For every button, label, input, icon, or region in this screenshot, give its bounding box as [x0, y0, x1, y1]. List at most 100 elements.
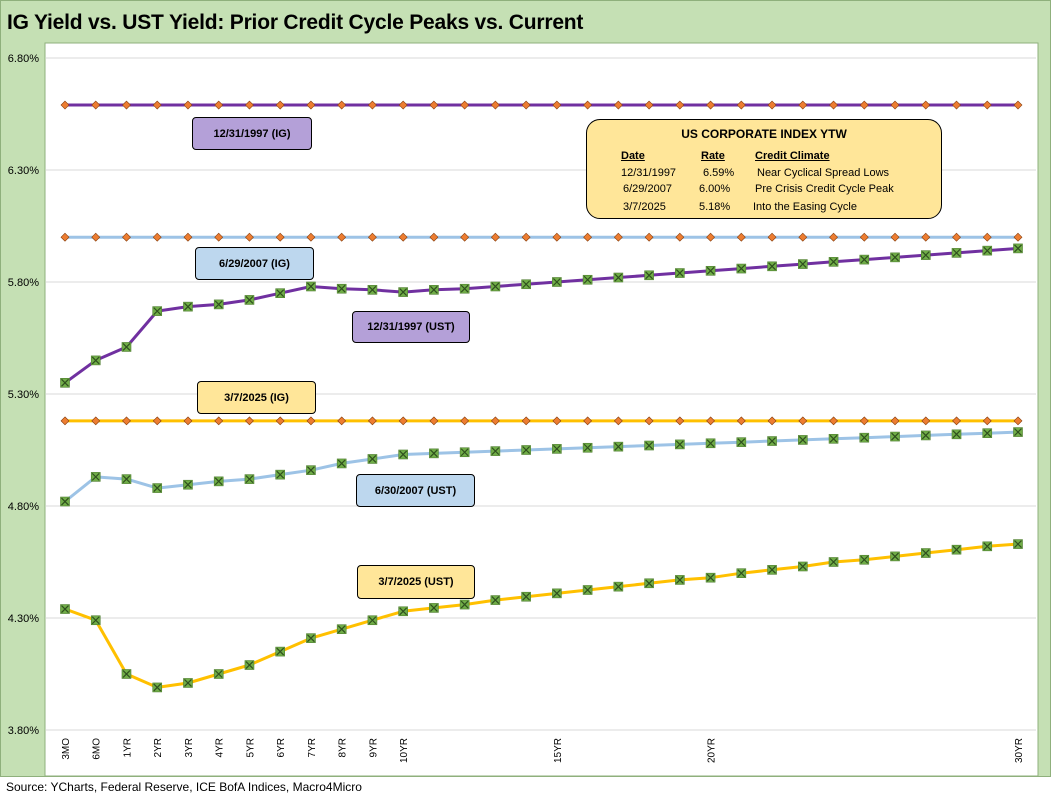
data-point-x — [275, 469, 285, 480]
data-point-diamond — [275, 416, 285, 426]
data-point-diamond — [767, 100, 777, 110]
data-point-diamond — [429, 416, 439, 426]
data-point-x — [275, 288, 285, 299]
legend-header-rate: Rate — [701, 150, 725, 162]
data-point-diamond — [982, 232, 992, 242]
data-point-diamond — [275, 232, 285, 242]
data-point-x — [336, 624, 347, 635]
data-point-x — [429, 603, 439, 613]
series-label-ig-2007: 6/29/2007 (IG) — [195, 247, 314, 280]
data-point-x — [275, 646, 285, 657]
x-tick-label: 5YR — [245, 738, 256, 757]
data-point-x — [367, 285, 378, 295]
data-point-x — [429, 285, 439, 295]
data-point-diamond — [859, 232, 869, 242]
data-point-diamond — [60, 100, 70, 110]
data-point-x — [429, 448, 439, 459]
data-point-x — [798, 561, 808, 572]
data-point-diamond — [490, 100, 500, 110]
data-point-x — [920, 250, 931, 260]
data-point-x — [490, 281, 501, 292]
data-point-diamond — [952, 232, 961, 242]
data-point-x — [582, 442, 593, 453]
data-point-x — [705, 265, 716, 276]
rate-legend-box: US CORPORATE INDEX YTW Date Rate Credit … — [586, 119, 942, 219]
data-point-diamond — [521, 416, 531, 426]
series-group — [60, 232, 1023, 242]
data-point-x — [552, 277, 562, 287]
data-point-diamond — [952, 416, 961, 426]
data-point-x — [613, 581, 624, 592]
series-line — [64, 542, 1019, 689]
data-point-diamond — [306, 416, 316, 426]
data-point-x — [398, 606, 408, 617]
legend-row-rate: 6.59% — [703, 167, 735, 179]
data-point-x — [890, 551, 900, 562]
data-point-x — [490, 446, 501, 456]
data-point-diamond — [521, 100, 531, 110]
data-point-diamond — [613, 100, 623, 110]
data-point-x — [767, 261, 777, 272]
series-group — [60, 243, 1023, 388]
y-tick-label: 5.30% — [8, 389, 39, 401]
data-point-x — [982, 428, 993, 439]
data-point-diamond — [952, 100, 961, 110]
data-point-x — [582, 274, 593, 285]
data-point-x — [798, 259, 808, 269]
y-axis-ticks: 3.80% 4.30% 4.80% 5.30% 5.80% 6.30% 6.80% — [8, 53, 39, 737]
data-point-diamond — [122, 232, 131, 242]
data-point-diamond — [644, 232, 654, 242]
data-point-diamond — [921, 416, 931, 426]
data-point-x — [336, 283, 347, 294]
data-point-diamond — [767, 416, 777, 426]
data-point-diamond — [460, 100, 470, 110]
series-group — [60, 416, 1023, 426]
x-tick-label: 6YR — [276, 738, 287, 757]
data-point-x — [121, 669, 132, 679]
data-point-x — [859, 254, 870, 265]
data-point-diamond — [1013, 232, 1023, 242]
data-point-diamond — [337, 232, 347, 242]
data-point-x — [152, 682, 163, 693]
chart-title: IG Yield vs. UST Yield: Prior Credit Cyc… — [7, 11, 584, 34]
legend-title: US CORPORATE INDEX YTW — [681, 127, 847, 141]
data-point-x — [459, 283, 470, 294]
x-tick-label: 8YR — [338, 738, 349, 757]
data-point-diamond — [460, 416, 470, 426]
series-group — [60, 100, 1023, 110]
data-point-diamond — [552, 100, 562, 110]
data-point-diamond — [429, 100, 439, 110]
series-label-ust-2025: 3/7/2025 (UST) — [357, 565, 475, 599]
x-tick-label: 1YR — [122, 738, 133, 757]
data-point-x — [60, 496, 70, 507]
data-point-x — [552, 444, 562, 454]
data-point-x — [951, 544, 962, 555]
data-point-diamond — [214, 416, 224, 426]
y-tick-label: 4.80% — [8, 501, 39, 513]
data-point-diamond — [337, 416, 347, 426]
data-point-x — [1013, 427, 1023, 437]
data-point-diamond — [122, 416, 131, 426]
data-point-diamond — [490, 416, 500, 426]
data-point-diamond — [798, 416, 808, 426]
data-point-diamond — [245, 100, 254, 110]
data-point-diamond — [91, 416, 101, 426]
legend-row-date: 6/29/2007 — [623, 183, 672, 195]
data-point-x — [521, 591, 531, 602]
legend-header-climate: Credit Climate — [755, 150, 830, 162]
data-point-diamond — [706, 100, 716, 110]
data-point-x — [613, 441, 624, 452]
data-point-x — [306, 465, 316, 475]
data-point-diamond — [398, 232, 408, 242]
data-point-diamond — [859, 416, 869, 426]
data-point-x — [60, 604, 70, 614]
data-point-diamond — [675, 100, 685, 110]
series-label-ust-1997: 12/31/1997 (UST) — [352, 311, 470, 343]
data-point-diamond — [60, 232, 70, 242]
data-point-x — [644, 440, 654, 451]
x-tick-label: 7YR — [307, 738, 318, 757]
y-tick-label: 3.80% — [8, 725, 39, 737]
x-tick-label: 10YR — [399, 738, 410, 763]
data-point-x — [90, 472, 101, 482]
data-point-x — [828, 257, 839, 267]
